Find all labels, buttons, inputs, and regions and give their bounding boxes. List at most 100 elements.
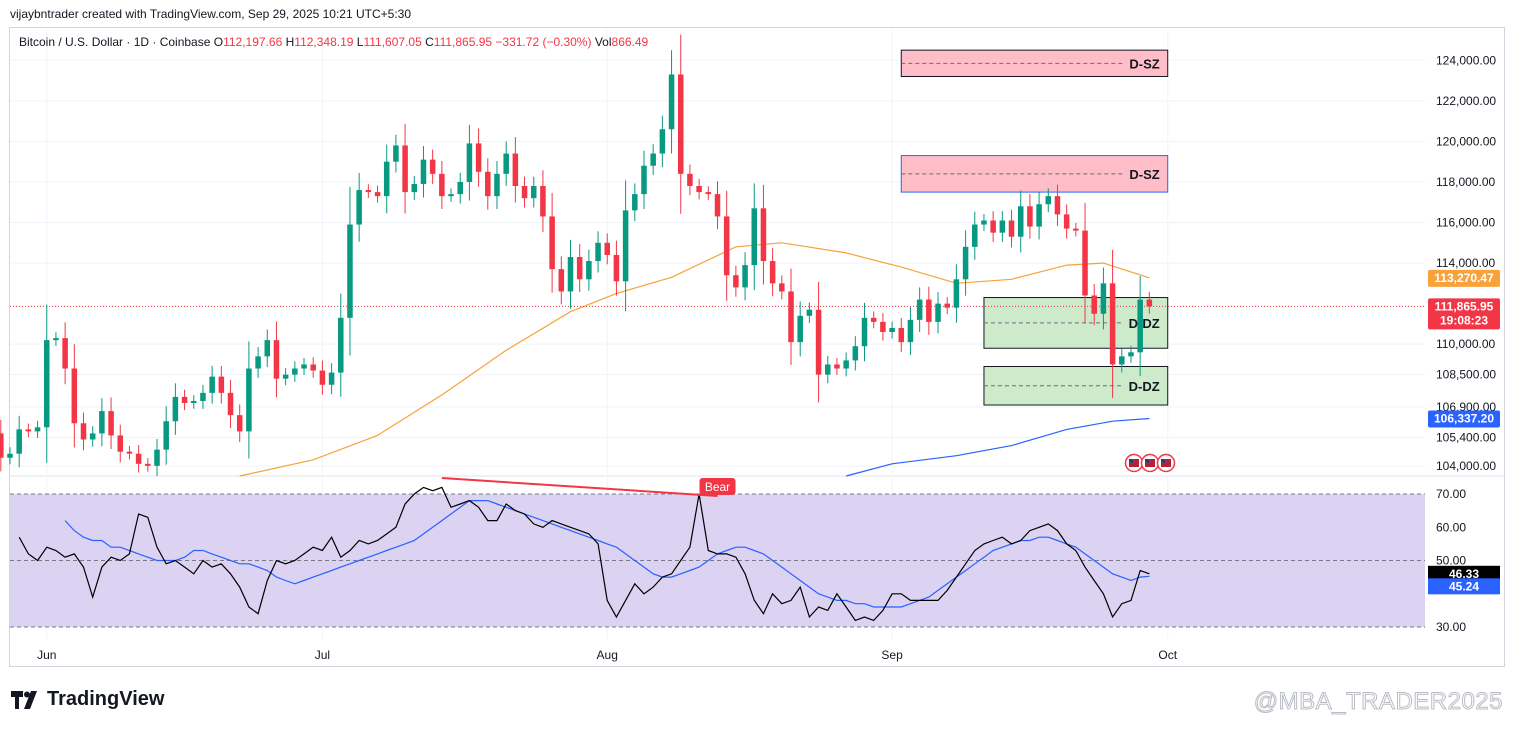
candle-body (962, 246, 969, 280)
candle-body (558, 269, 565, 292)
price-tick-label: 110,000.00 (1436, 337, 1495, 351)
candle-body (769, 261, 776, 284)
legend-close: 111,865.95 (433, 35, 493, 49)
zone-label: D-SZ (1129, 167, 1159, 182)
candle-body (475, 143, 482, 172)
candle-body (567, 256, 574, 292)
candle-body (181, 396, 188, 403)
time-tick-label: Aug (597, 648, 618, 662)
flag-icon-stripes (1129, 459, 1139, 467)
candle-body (466, 143, 473, 182)
candle-body (163, 421, 169, 450)
candle-body (218, 376, 225, 393)
candle-body (292, 368, 298, 375)
candle-body (760, 208, 767, 262)
candle-body (80, 423, 87, 440)
last-price-tag: 19:08:23 (1440, 313, 1488, 327)
candle-body (246, 368, 252, 432)
price-tick-label: 108,500.00 (1436, 368, 1496, 382)
candle-body (1027, 206, 1033, 227)
price-tick-label: 104,000.00 (1436, 459, 1496, 473)
candle-body (1082, 230, 1088, 296)
candle-body (586, 261, 592, 280)
chart-frame (9, 27, 1505, 667)
legend-high-label: H (285, 35, 295, 49)
price-tick-label: 120,000.00 (1436, 134, 1496, 148)
rsi-line (18, 486, 1150, 622)
candle-body (705, 192, 712, 195)
candle-body (650, 153, 656, 166)
chart-attribution: vijaybntrader created with TradingView.c… (10, 7, 412, 21)
candle-body (1036, 204, 1042, 227)
zone-label: D-SZ (1129, 56, 1159, 71)
candle-body (815, 309, 822, 375)
candle-body (1073, 228, 1079, 231)
flag-icon[interactable] (1124, 453, 1144, 473)
candle-body (852, 346, 859, 361)
candle-body (677, 74, 684, 174)
candle-body (319, 370, 326, 385)
rsi-ma-line (64, 500, 1150, 608)
ma-long-price-tag: 106,337.20 (1434, 411, 1494, 425)
flag-icon[interactable] (1156, 453, 1176, 473)
candle-body (172, 396, 179, 422)
last-price-tag: 111,865.95 (1435, 299, 1494, 313)
candle-body (117, 435, 124, 452)
tradingview-logo[interactable]: TradingView (11, 688, 164, 711)
legend-low: 111,607.05 (363, 35, 422, 49)
candle-body (613, 254, 620, 282)
legend-open-label: O (213, 35, 224, 49)
candle-body (1054, 196, 1061, 215)
candle-body (209, 376, 215, 393)
candle-body (742, 265, 748, 288)
candle-body (16, 429, 22, 454)
last-price-tag-bg (1428, 298, 1500, 330)
rsi-ma-value-tag: 45.24 (1449, 579, 1479, 593)
tradingview-brand: TradingView (47, 688, 165, 710)
candle-body (43, 340, 50, 428)
candle-body (549, 216, 555, 270)
time-tick-label: Oct (1158, 648, 1177, 662)
rsi-value-tag: 46.33 (1449, 567, 1479, 581)
legend-change: −331.72 (−0.30%) (495, 35, 592, 49)
candle-body (282, 374, 289, 379)
flag-icon-stripes (1145, 459, 1155, 467)
ma-short-price-tag: 113,270.47 (1434, 271, 1494, 285)
flag-icon[interactable] (1140, 453, 1160, 473)
candle-body (1137, 299, 1143, 353)
candle-body (108, 411, 114, 436)
candle-body (981, 220, 987, 225)
candle-body (797, 315, 803, 343)
legend-close-label: C (425, 35, 434, 49)
candle-body (825, 364, 831, 375)
flag-icon-canton (1161, 459, 1165, 463)
candle-body (338, 317, 344, 373)
flag-icon-stripes (1161, 459, 1171, 467)
candle-body (135, 453, 142, 464)
flag-icon-canton (1129, 459, 1133, 463)
candle-body (0, 433, 4, 458)
time-tick-label: Jul (315, 648, 330, 662)
candle-body (273, 340, 280, 379)
candle-body (687, 173, 693, 187)
candle-body (861, 317, 868, 347)
candle-body (448, 194, 454, 197)
legend-open: 112,197.66 (223, 35, 283, 49)
candle-body (751, 208, 758, 266)
candle-body (255, 356, 261, 369)
candle-body (429, 159, 436, 174)
candle-body (328, 372, 335, 385)
candle-body (733, 275, 739, 288)
candle-body (402, 145, 408, 193)
candle-body (227, 392, 234, 416)
candle-body (1008, 220, 1015, 237)
price-tick-label: 124,000.00 (1436, 53, 1496, 67)
price-tick-label: 114,000.00 (1436, 256, 1495, 270)
legend-low-label: L (356, 35, 364, 49)
candle-body (347, 224, 353, 318)
price-tick-label: 122,000.00 (1436, 94, 1496, 108)
candle-body (494, 173, 500, 197)
candle-body (843, 360, 849, 369)
candle-body (779, 283, 785, 292)
